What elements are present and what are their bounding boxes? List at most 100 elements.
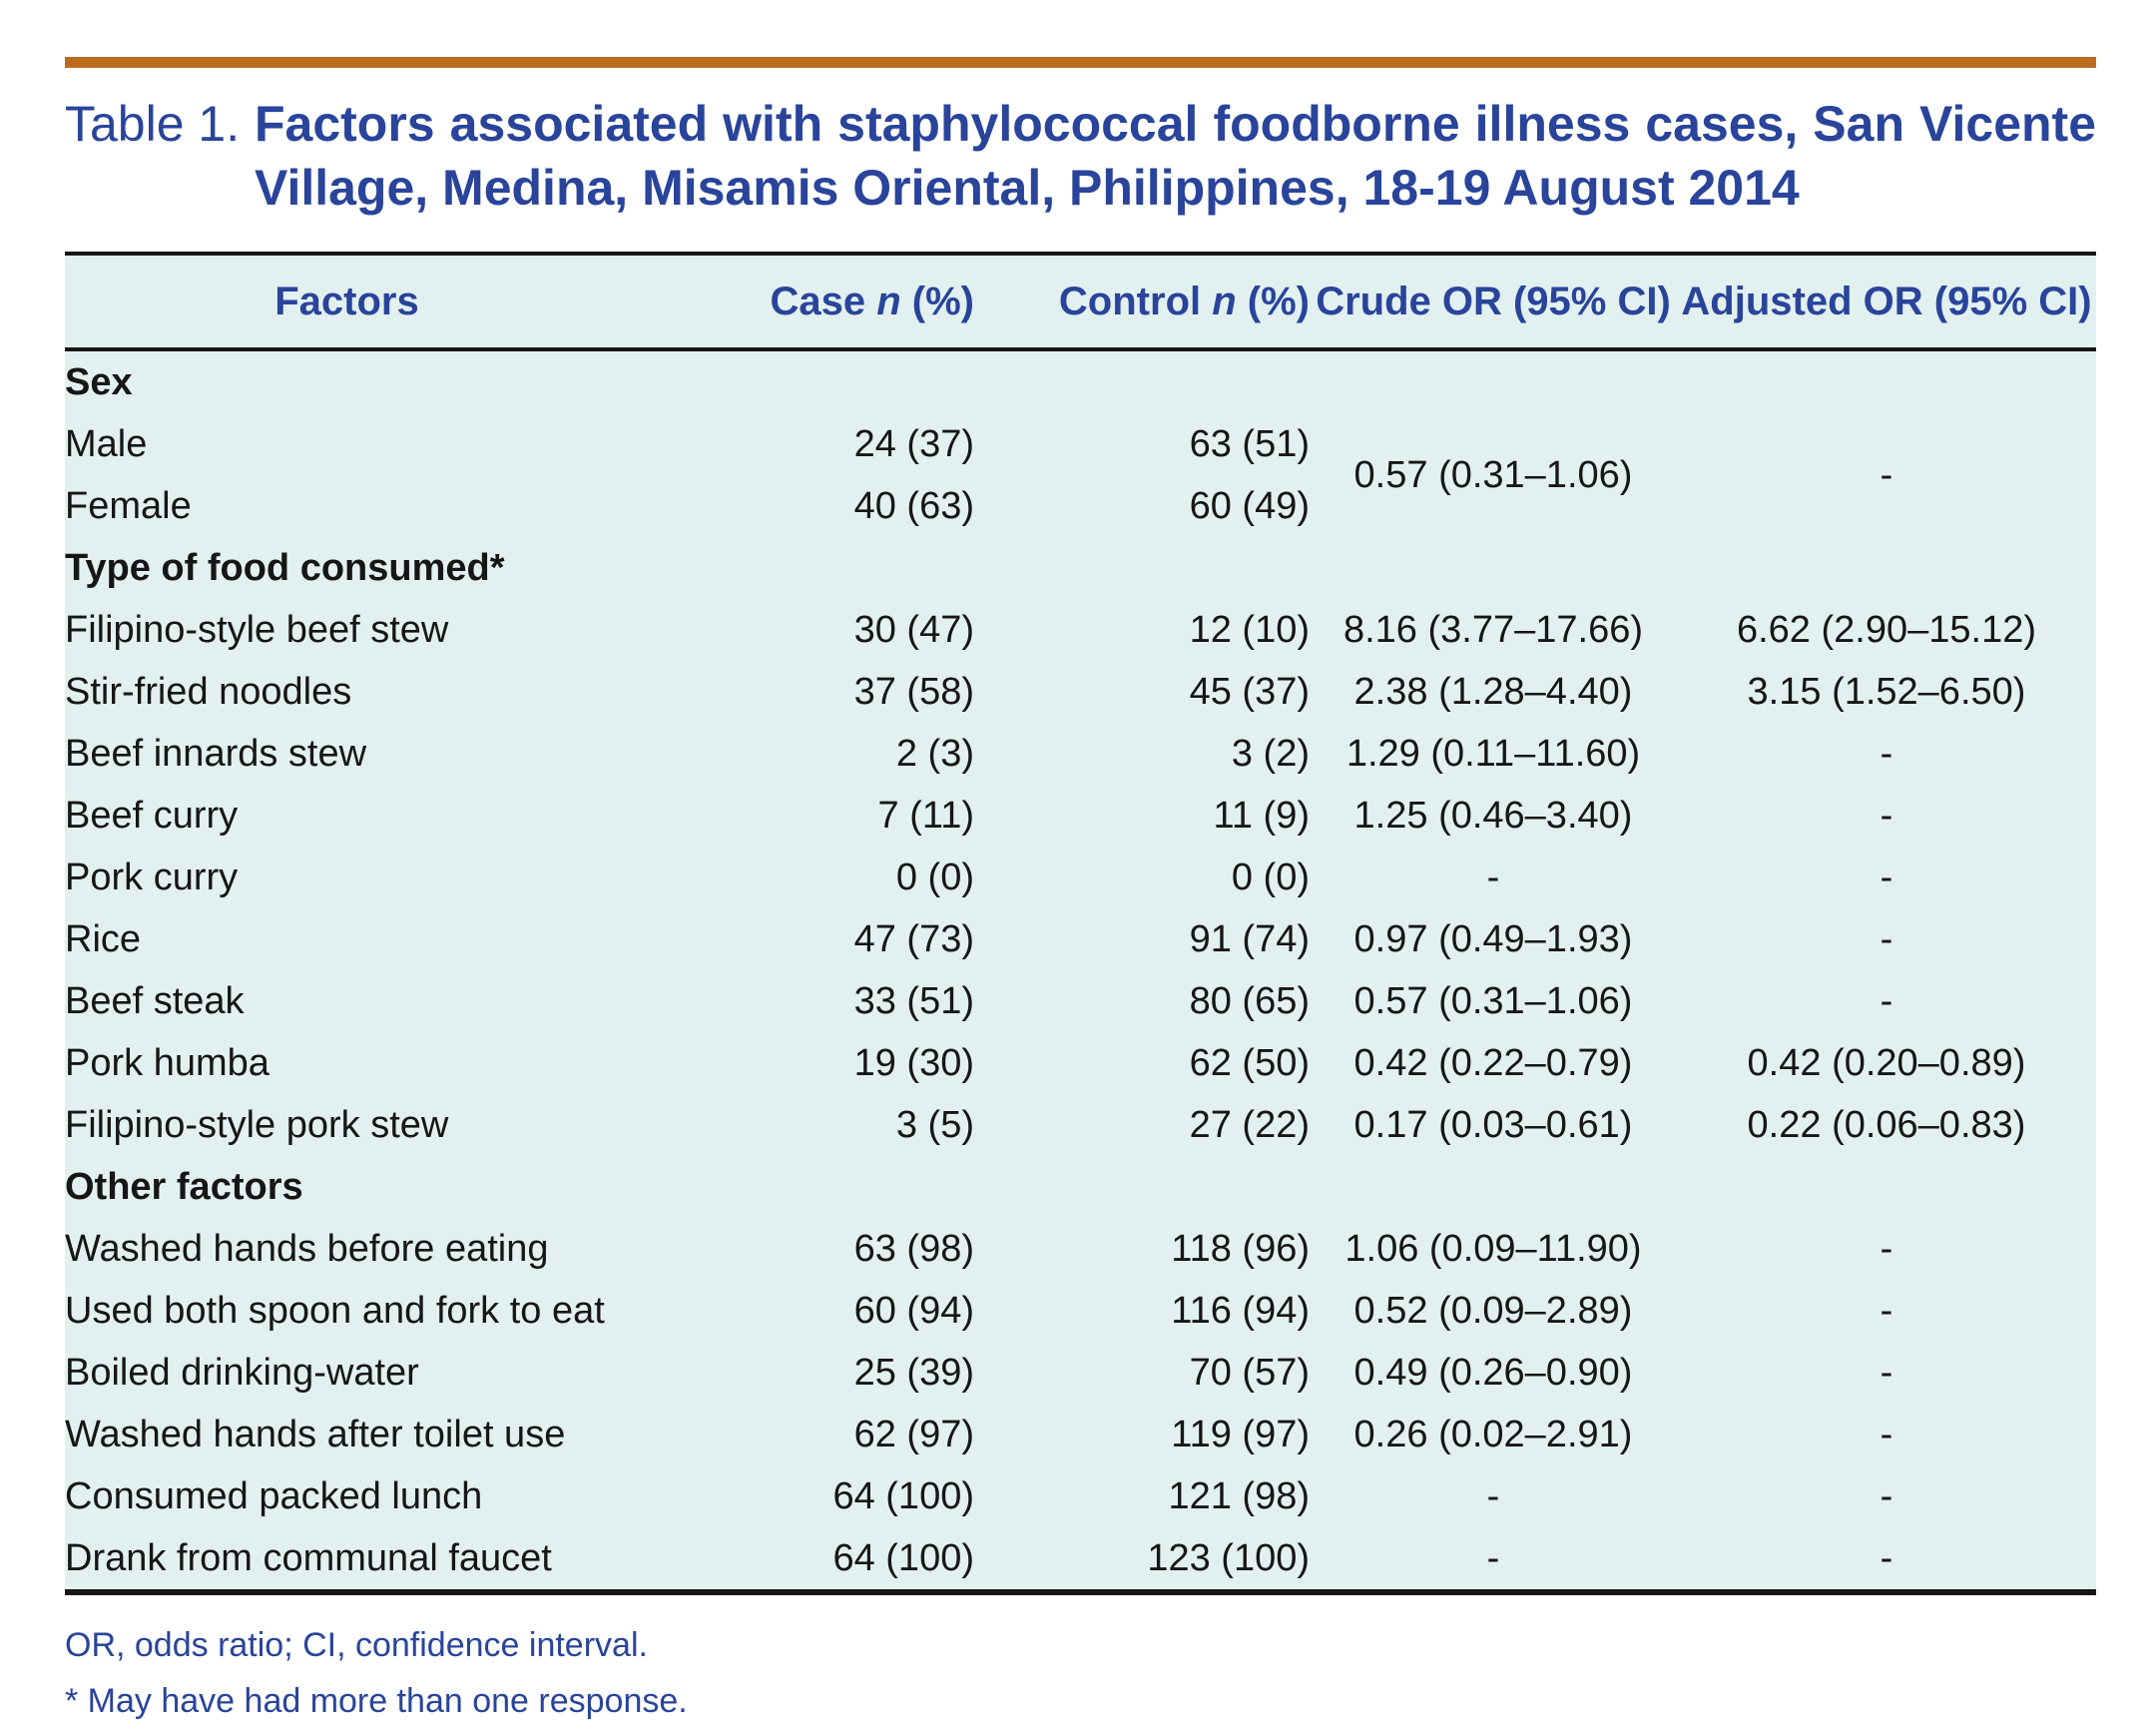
case-cell: 60 (94) [853,1289,974,1332]
crude-or-cell: - [1486,856,1500,898]
table-row: Used both spoon and fork to eat 60 (94) 11… [65,1280,2096,1342]
control-cell: 116 (94) [1171,1289,1310,1332]
control-cell: 0 (0) [1231,856,1310,898]
table-number-label: Table 1. [65,96,241,152]
column-header-crude: Crude OR (95% CI) [1310,254,1677,351]
control-cell: 60 (49) [1189,484,1310,527]
table-row: Stir-fried noodles 37 (58) 45 (37) 2.38 (1.… [65,661,2096,723]
footnote-abbreviations: OR, odds ratio; CI, confidence interval. [65,1626,648,1664]
table-row: Filipino-style beef stew 30 (47) 12 (10) 8.… [65,599,2096,661]
adjusted-or-cell: - [1880,917,1893,960]
adjusted-or-cell: 6.62 (2.90–15.12) [1736,608,2036,651]
footnote-asterisk: * May have had more than one response. [65,1682,688,1720]
table-row: Washed hands after toilet use 62 (97) 119 … [65,1404,2096,1465]
table-row: Pork humba 19 (30) 62 (50) 0.42 (0.22–0.79)… [65,1032,2096,1094]
case-cell: 37 (58) [853,670,974,713]
factor-label-cell: Beef curry [65,794,239,837]
crude-or-cell: 8.16 (3.77–17.66) [1343,608,1643,651]
table-row: Male 24 (37) 63 (51) 0.57 (0.31–1.06) - [65,413,2096,496]
section-row: Other factors [65,1156,2096,1218]
adjusted-or-cell: - [1880,1351,1893,1394]
adjusted-or-cell: - [1880,732,1893,775]
column-header-case: Case n (%) [629,254,974,351]
case-cell: 47 (73) [853,917,974,960]
control-cell: 119 (97) [1171,1413,1310,1455]
control-cell: 3 (2) [1231,732,1310,775]
crude-or-cell: 1.29 (0.11–11.60) [1346,732,1641,775]
section-row: Type of food consumed* [65,537,2096,599]
adjusted-or-cell: - [1880,1413,1893,1455]
control-cell: 62 (50) [1189,1041,1310,1084]
adjusted-or-cell: - [1880,794,1893,837]
crude-or-cell: 0.49 (0.26–0.90) [1353,1351,1633,1394]
case-cell: 63 (98) [853,1227,974,1270]
case-cell: 40 (63) [853,484,974,527]
crude-or-cell: 0.17 (0.03–0.61) [1353,1103,1633,1146]
column-header-control: Control n (%) [974,254,1310,351]
adjusted-or-cell: 3.15 (1.52–6.50) [1747,670,2026,713]
case-cell: 64 (100) [832,1474,974,1517]
table-row: Filipino-style pork stew 3 (5) 27 (22) 0.17… [65,1094,2096,1156]
crude-or-cell: 0.52 (0.09–2.89) [1353,1289,1633,1332]
control-cell: 91 (74) [1189,917,1310,960]
control-cell: 63 (51) [1189,422,1310,465]
crude-or-cell: 0.57 (0.31–1.06) [1353,979,1633,1022]
crude-or-cell: 0.57 (0.31–1.06) [1353,453,1633,496]
factor-label-cell: Pork humba [65,1041,270,1084]
table-title-text: Factors associated with staphylococcal f… [255,96,2096,216]
control-cell: 123 (100) [1147,1536,1310,1579]
table-row: Drank from communal faucet 64 (100) 123 (1… [65,1527,2096,1592]
section-row: Sex [65,349,2096,413]
case-cell: 62 (97) [853,1413,974,1455]
adjusted-or-cell: - [1880,1227,1893,1270]
adjusted-or-cell: - [1880,453,1893,496]
table-title: Table 1. Factors associated with staphyl… [65,92,2096,220]
adjusted-or-cell: - [1880,1536,1893,1579]
control-cell: 12 (10) [1189,608,1310,651]
case-cell: 7 (11) [877,794,974,837]
crude-or-cell: 2.38 (1.28–4.40) [1353,670,1633,713]
factor-label-cell: Beef steak [65,979,245,1022]
case-cell: 33 (51) [853,979,974,1022]
adjusted-or-cell: - [1880,979,1893,1022]
crude-or-cell: 1.25 (0.46–3.40) [1353,794,1633,837]
crude-or-cell: 1.06 (0.09–11.90) [1345,1227,1642,1270]
table-row: Beef innards stew 2 (3) 3 (2) 1.29 (0.11–11… [65,723,2096,785]
factor-label-cell: Filipino-style pork stew [65,1103,449,1146]
adjusted-or-cell: - [1880,1474,1893,1517]
control-cell: 118 (96) [1171,1227,1310,1270]
column-header-adjusted: Adjusted OR (95% CI) [1677,254,2096,351]
factor-label-cell: Stir-fried noodles [65,670,352,713]
case-cell: 3 (5) [895,1103,974,1146]
factor-label-cell: Washed hands before eating [65,1227,549,1270]
crude-or-cell: 0.42 (0.22–0.79) [1353,1041,1633,1084]
control-cell: 80 (65) [1189,979,1310,1022]
factor-label-cell: Pork curry [65,856,239,898]
adjusted-or-cell: 0.22 (0.06–0.83) [1747,1103,2026,1146]
case-cell: 2 (3) [895,732,974,775]
table-body: Sex Male 24 (37) 63 (51) 0.57 (0.31–1.06) - Fe… [65,349,2096,1592]
table-row: Pork curry 0 (0) 0 (0) - - [65,847,2096,908]
control-cell: 45 (37) [1189,670,1310,713]
crude-or-cell: - [1486,1536,1500,1579]
table-row: Boiled drinking-water 25 (39) 70 (57) 0.49 … [65,1342,2096,1404]
factor-label-cell: Rice [65,917,142,960]
adjusted-or-cell: - [1880,856,1893,898]
crude-or-cell: 0.97 (0.49–1.93) [1353,917,1633,960]
table-header: Factors Case n (%) Control n (%) Crude OR (… [65,254,2096,351]
factors-table: Factors Case n (%) Control n (%) Crude OR (… [65,252,2096,1595]
table-figure: Table 1. Factors associated with staphyl… [65,57,2096,1721]
table-row: Beef steak 33 (51) 80 (65) 0.57 (0.31–1.06)… [65,970,2096,1032]
control-cell: 121 (98) [1168,1474,1310,1517]
factor-label-cell: Boiled drinking-water [65,1351,419,1394]
section-label-cell: Other factors [65,1165,303,1208]
section-label-cell: Sex [65,360,133,403]
control-cell: 70 (57) [1189,1351,1310,1394]
factor-label-cell: Washed hands after toilet use [65,1413,566,1455]
factor-label-cell: Beef innards stew [65,732,367,775]
table-row: Beef curry 7 (11) 11 (9) 1.25 (0.46–3.40) - [65,785,2096,847]
header-row: Factors Case n (%) Control n (%) Crude OR (… [65,254,2096,351]
factor-label-cell: Drank from communal faucet [65,1536,552,1579]
crude-or-cell: 0.26 (0.02–2.91) [1353,1413,1633,1455]
adjusted-or-cell: - [1880,1289,1893,1332]
